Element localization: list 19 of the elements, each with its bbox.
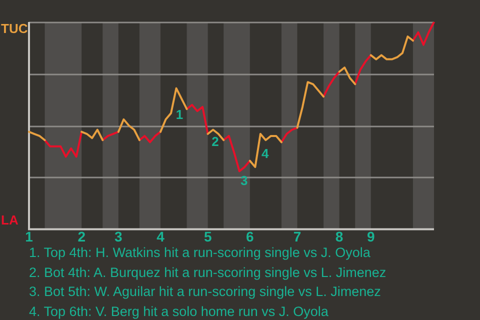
text: 2. Bot 4th: A. Burquez hit a run-scoring single vs L. Jimenez <box>29 264 386 282</box>
text: 4. Top 6th: V. Berg hit a solo home run vs J. Oyola <box>29 302 330 320</box>
annotation: 4 <box>262 146 270 162</box>
annotation: 3 <box>240 173 248 188</box>
x-tick-label: 5 <box>204 228 212 244</box>
annotation: 1 <box>176 106 184 122</box>
text: LA <box>1 212 19 228</box>
x-tick-label: 3 <box>114 228 123 244</box>
x-tick-label: 9 <box>366 228 375 244</box>
x-tick-label: 8 <box>335 228 344 244</box>
x-tick-label: 1 <box>25 228 34 244</box>
x-tick-label: 7 <box>293 228 302 244</box>
annotation: 2 <box>212 134 219 149</box>
text: 3. Bot 5th: W. Aguilar hit a run-scoring single vs L. Jimenez <box>29 283 382 301</box>
text: 1. Top 4th: H. Watkins hit a run-scoring single vs J. Oyola <box>29 244 372 262</box>
x-tick-label: 2 <box>78 228 86 244</box>
x-tick-label: 4 <box>156 228 165 244</box>
x-tick-label: 6 <box>246 228 254 244</box>
text: TUC <box>1 21 28 36</box>
